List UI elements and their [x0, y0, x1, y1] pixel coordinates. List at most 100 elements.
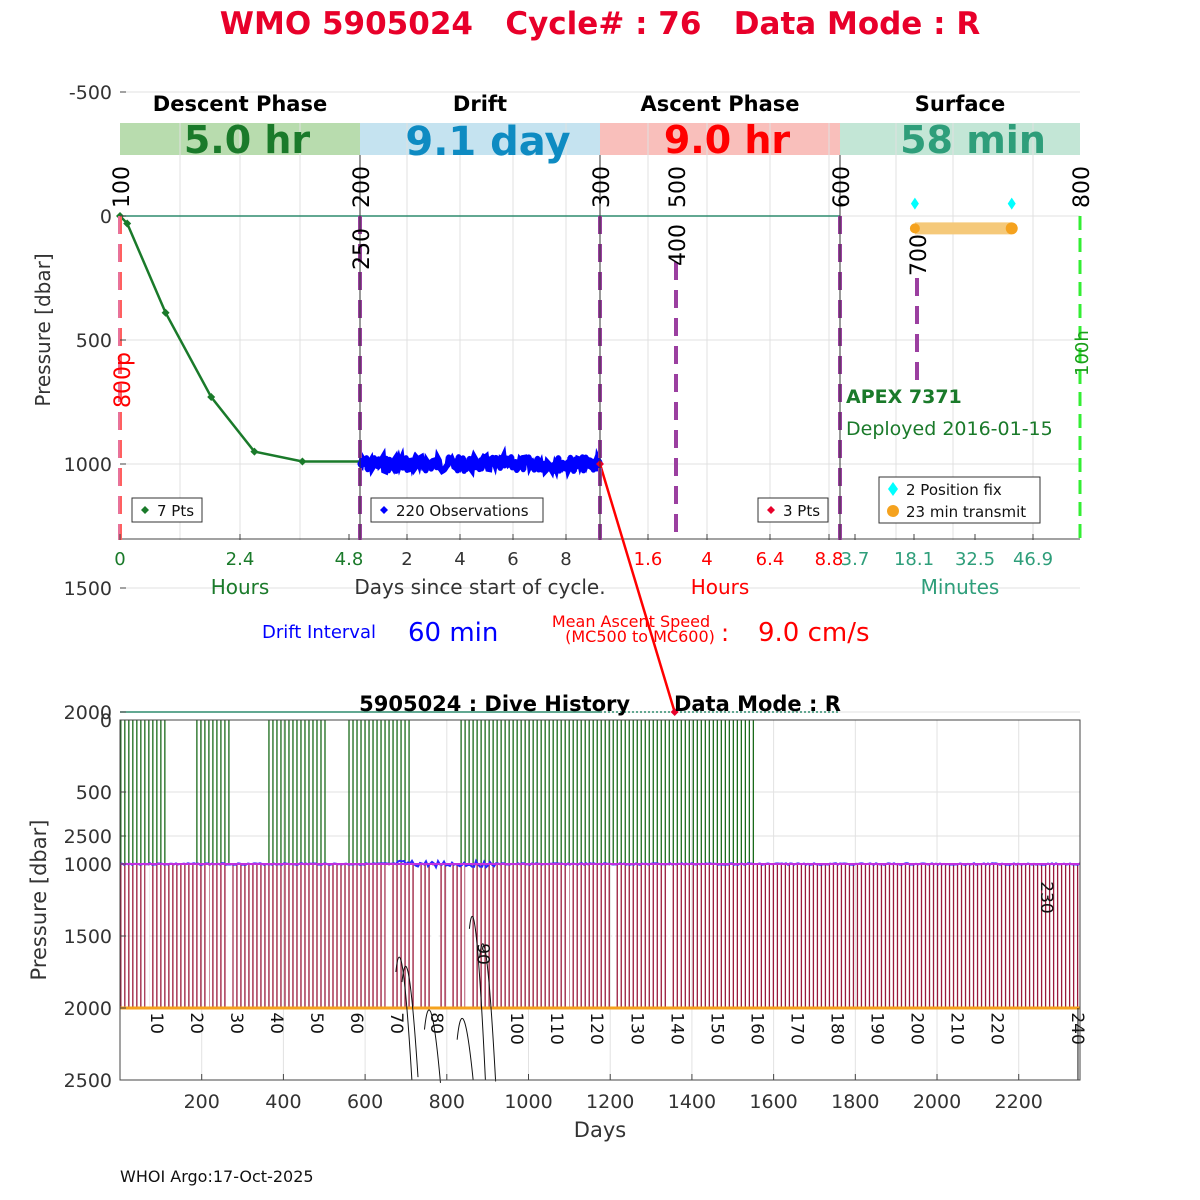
drift-point [472, 456, 478, 462]
drift-point [564, 460, 570, 466]
cycle-label: 170 [786, 1012, 806, 1044]
drift-point [533, 460, 540, 466]
ascent-point [670, 708, 679, 716]
drift-point [508, 454, 514, 460]
drift-point [393, 468, 399, 474]
deep-excursion [423, 1009, 441, 1083]
drift-point [365, 467, 371, 473]
drift-point [567, 454, 574, 460]
top-xtick-label: 1.6 [634, 549, 663, 570]
drift-point [571, 468, 577, 474]
legend-drift: 220 Observations [370, 497, 544, 523]
data-gap [431, 865, 439, 1010]
cycle-label: 230 [1036, 881, 1056, 913]
data-gap [446, 865, 452, 1010]
bottom-ytick-label: 1500 [64, 926, 112, 948]
drift-point [423, 468, 429, 474]
mission-code: 700 [907, 234, 932, 276]
bottom-xtick-label: 400 [265, 1091, 301, 1113]
deep-excursion [395, 956, 413, 1081]
bottom-xtick-label: 200 [184, 1091, 220, 1113]
mission-code: 400 [666, 224, 691, 266]
drift-point [534, 455, 541, 461]
cycle-label: 120 [586, 1012, 606, 1044]
ascent-speed-value: 9.0 cm/s [758, 618, 870, 648]
drift-point [428, 466, 434, 472]
bottom-ytick-label: 1000 [64, 854, 112, 876]
top-ytick-label: 0 [100, 206, 112, 228]
top-ytick-label: 2000 [64, 702, 112, 724]
cycle-label: 200 [906, 1012, 926, 1044]
cycle-label: 80 [426, 1012, 446, 1034]
cycle-label: 10 [146, 1012, 166, 1034]
cycle-label: 20 [186, 1012, 206, 1034]
deploy-date: Deployed 2016-01-15 [846, 418, 1053, 440]
data-gap [145, 865, 150, 1010]
drift-point [368, 458, 374, 464]
mission-code: 800 [1070, 166, 1095, 208]
drift-point [456, 454, 462, 460]
cycle-label: 160 [746, 1012, 766, 1044]
top-xtick-label: 3.7 [841, 549, 870, 570]
descent-point [123, 219, 132, 228]
drift-point [413, 463, 419, 469]
footer-credit: WHOI Argo:17-Oct-2025 [120, 1167, 314, 1186]
data-gap [385, 865, 392, 1010]
position-fix-point [1007, 197, 1016, 210]
drift-point [378, 461, 384, 467]
top-xtick-label: 6.4 [756, 549, 785, 570]
data-gap [206, 865, 210, 1010]
drift-point [555, 455, 561, 461]
annotation-800p: 800p [111, 352, 136, 408]
bottom-xtick-label: 1600 [749, 1091, 797, 1113]
cycle-label: 50 [306, 1012, 326, 1034]
deep-excursion [401, 965, 419, 1078]
drift-point [422, 463, 428, 469]
drift-point [390, 463, 396, 470]
legend-descent-label: 7 Pts [157, 502, 194, 520]
data-gap [465, 865, 472, 1010]
descent-point [207, 393, 216, 402]
legend-transmit-label: 23 min transmit [906, 503, 1026, 521]
drift-point [418, 454, 424, 460]
float-model: APEX 7371 [846, 386, 962, 408]
heading-drift: Drift [453, 92, 507, 116]
bottom-ytick-label: 500 [76, 782, 112, 804]
top-ytick-label: 500 [76, 330, 112, 352]
descent-point [161, 308, 170, 317]
top-ytick-label: 1500 [64, 578, 112, 600]
data-gap [566, 865, 570, 1010]
drift-point [531, 467, 537, 473]
drift-point [479, 466, 485, 472]
drift-point [436, 457, 442, 464]
cycle-label: 70 [386, 1012, 406, 1034]
mission-code: 200 [350, 166, 375, 208]
cycle-label: 110 [546, 1012, 566, 1044]
bottom-xtick-label: 600 [347, 1091, 383, 1113]
cycle-label: 240 [1067, 1012, 1087, 1044]
legend-ascent: 3 Pts [757, 497, 829, 523]
cycle-label: 130 [626, 1012, 646, 1044]
top-ytick-label: -500 [69, 82, 112, 104]
mission-code: 300 [590, 166, 615, 208]
duration-band-surface [840, 123, 1080, 155]
top-xtick-label: 0 [114, 549, 125, 570]
legend-ascent-label: 3 Pts [783, 502, 820, 520]
bottom-xtick-label: 1400 [668, 1091, 716, 1113]
bottom-title: 5905024 : Dive History Data Mode : R [359, 692, 841, 716]
ascent-speed-label-2: (MC500 to MC600) [565, 627, 715, 646]
drift-point [463, 466, 469, 473]
legend-descent: 7 Pts [131, 497, 203, 523]
descent-point [298, 457, 307, 466]
cycle-label: 90 [472, 943, 492, 965]
data-gap [414, 865, 421, 1010]
position-fix-point [910, 197, 919, 210]
top-xtick-label: 8.8 [815, 549, 844, 570]
ascent-line [598, 463, 676, 713]
cycle-label: 100 [506, 1012, 526, 1044]
bottom-xtick-label: 2000 [913, 1091, 961, 1113]
duration-ascent: 9.0 hr [664, 118, 791, 162]
cycle-label: 150 [706, 1012, 726, 1044]
drift-point [486, 466, 492, 472]
